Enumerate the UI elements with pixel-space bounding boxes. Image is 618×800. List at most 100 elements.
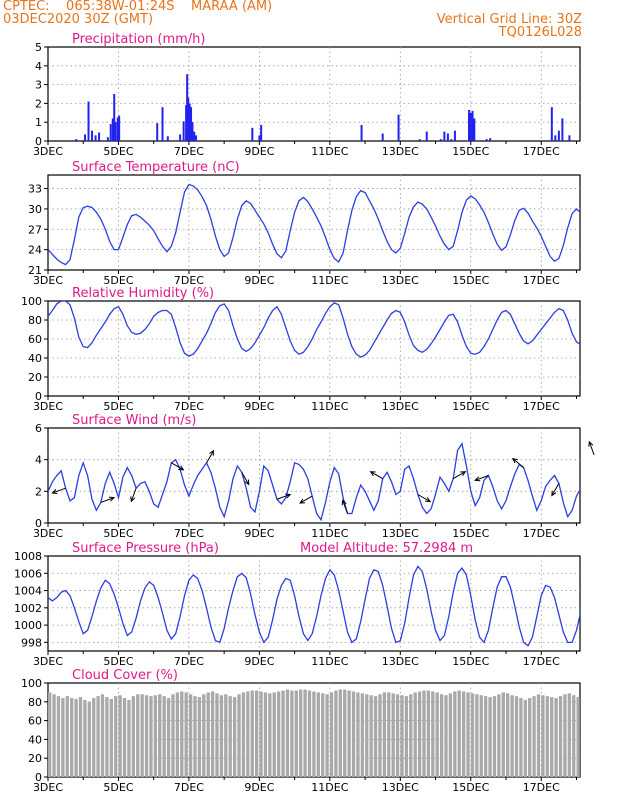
cloud-bar — [431, 691, 435, 777]
cloud-bar — [70, 698, 74, 777]
cloud-bar — [351, 691, 356, 777]
precip-bar — [166, 136, 169, 141]
cloud-bar — [387, 692, 391, 777]
cloud-bar — [506, 693, 510, 777]
cloud-bar — [581, 698, 584, 777]
cloud-bar — [461, 691, 466, 777]
cloud-bar — [272, 692, 276, 777]
panel-5: 0 20 40 60 80 100 3DEC 5DEC 7DEC 9DEC 11DEC 13DEC 15… — [21, 668, 615, 794]
wind-arrow — [52, 487, 66, 494]
cloud-bar — [122, 698, 127, 777]
x-tick-label: 13DEC — [382, 781, 419, 794]
y-tick-label: 80 — [28, 696, 42, 709]
precip-bar — [468, 109, 471, 141]
precip-bar — [156, 123, 159, 141]
precip-bar — [439, 139, 442, 141]
y-tick-label: 5 — [35, 41, 42, 54]
cloud-bar — [246, 691, 250, 777]
precip-bar — [193, 131, 196, 141]
cloud-bar — [74, 698, 78, 777]
cloud-bar — [281, 690, 285, 777]
y-tick-label: 2 — [35, 97, 42, 110]
y-tick-label: 0 — [35, 517, 42, 530]
cloud-bar — [612, 697, 615, 777]
precip-bar — [473, 118, 476, 141]
cloud-bar — [550, 697, 554, 777]
x-tick-label: 9DEC — [244, 781, 274, 794]
precip-bar — [111, 118, 114, 141]
x-tick-label: 17DEC — [523, 145, 560, 158]
cloud-bar — [114, 696, 118, 777]
y-tick-label: 24 — [28, 244, 42, 257]
cloud-bar — [523, 699, 527, 777]
series-line — [48, 183, 580, 266]
x-tick-label: 15DEC — [452, 655, 489, 668]
cloud-bar — [334, 690, 338, 777]
series-line — [48, 301, 580, 358]
x-tick-label: 13DEC — [382, 527, 419, 540]
cloud-bar — [303, 689, 307, 777]
cloud-bar — [312, 691, 316, 777]
header-model-code: TQ0126L028 — [498, 25, 582, 40]
cloud-bar — [144, 695, 149, 777]
cloud-bar — [96, 696, 100, 777]
cloud-bar — [321, 693, 325, 777]
x-tick-label: 11DEC — [311, 655, 348, 668]
x-tick-label: 15DEC — [452, 527, 489, 540]
cloud-bar — [528, 698, 532, 777]
precip-bar — [118, 115, 121, 141]
cloud-bar — [263, 692, 268, 777]
wind-arrow-head — [551, 490, 557, 497]
cloud-bar — [532, 696, 536, 777]
panel-3: 0 2 4 6 3DEC 5DEC 7DEC 9DEC 11DEC 13DEC 15DEC 17DEC… — [33, 413, 595, 540]
panel-title: Surface Temperature (nC) — [72, 160, 240, 175]
wind-arrow-head — [425, 497, 432, 503]
x-tick-label: 7DEC — [174, 655, 204, 668]
y-tick-label: 1006 — [14, 567, 42, 580]
y-tick-label: 4 — [35, 60, 42, 73]
wind-arrow-head — [130, 496, 136, 503]
cloud-bar — [497, 694, 501, 777]
precip-bar — [91, 130, 94, 141]
plot-frame — [47, 46, 581, 142]
wind-arrow — [276, 493, 291, 500]
precip-bar — [554, 135, 557, 141]
precip-bar — [114, 122, 117, 141]
cloud-bar — [519, 698, 523, 777]
precip-bar — [360, 125, 363, 141]
precip-bar — [485, 139, 488, 141]
x-tick-label: 7DEC — [174, 274, 204, 287]
cloud-bar — [338, 689, 342, 777]
x-tick-label: 7DEC — [174, 781, 204, 794]
cloud-bar — [197, 697, 202, 777]
panel-annotation: Model Altitude: 57.2984 m — [300, 541, 473, 556]
cloud-bar — [153, 695, 158, 777]
x-tick-label: 3DEC — [33, 400, 63, 413]
cloud-bar — [316, 692, 320, 777]
plot-frame — [47, 300, 581, 397]
cloud-bar — [268, 693, 272, 777]
x-tick-label: 17DEC — [523, 274, 560, 287]
x-tick-label: 3DEC — [33, 655, 63, 668]
y-tick-label: 3 — [35, 79, 42, 92]
x-tick-label: 13DEC — [382, 400, 419, 413]
cloud-bar — [307, 690, 312, 777]
cloud-bar — [475, 694, 479, 777]
cloud-bar — [61, 698, 65, 777]
cloud-bar — [100, 694, 105, 777]
precip-bar — [116, 117, 119, 141]
wind-arrow-head — [178, 465, 185, 471]
precip-bar — [489, 138, 492, 141]
series-line — [48, 565, 580, 647]
x-tick-label: 9DEC — [244, 274, 274, 287]
x-tick-label: 5DEC — [103, 527, 133, 540]
precip-bar — [185, 105, 188, 141]
cloud-bar — [369, 695, 373, 777]
y-tick-label: 4 — [35, 454, 42, 467]
cloud-bar — [585, 700, 588, 777]
x-tick-label: 17DEC — [523, 527, 560, 540]
cloud-bar — [536, 694, 541, 777]
x-tick-label: 15DEC — [452, 145, 489, 158]
wind-arrow-head — [460, 471, 467, 477]
